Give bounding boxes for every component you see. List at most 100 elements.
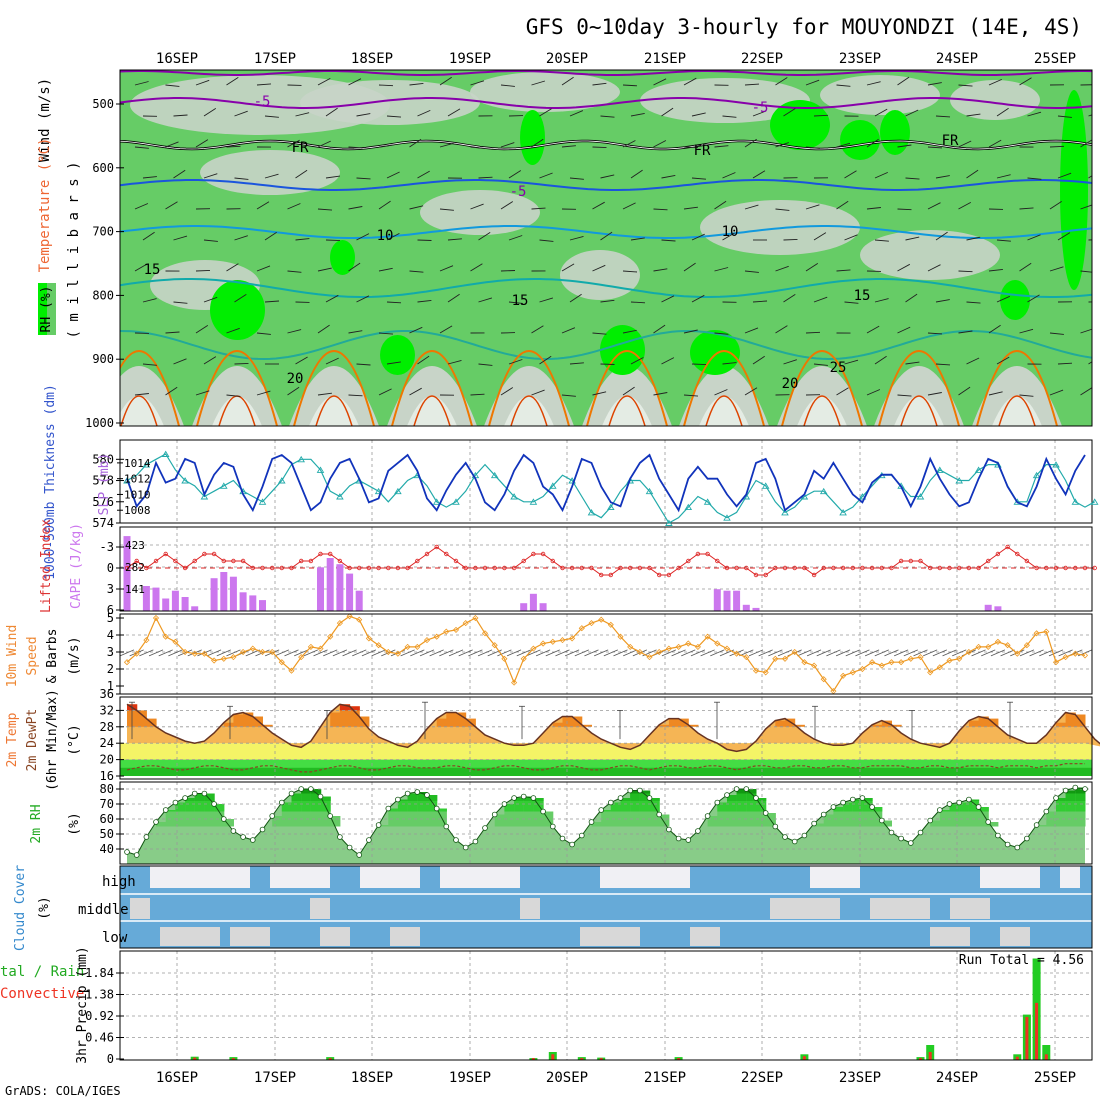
temp-hot-fill (223, 722, 234, 727)
li-marker (1082, 565, 1088, 571)
rh2m-level-fill (310, 789, 322, 801)
rh2m-level-fill (310, 789, 322, 794)
label-wind: Wind (m/s) (37, 78, 53, 162)
precip-conv-bar (599, 1058, 603, 1060)
li-marker (744, 565, 749, 571)
wind-barb-10m (284, 649, 299, 657)
wind-speed-marker (385, 648, 392, 656)
wind-barb (836, 200, 849, 210)
li-marker (221, 558, 226, 564)
wind-speed-marker (491, 642, 498, 649)
wind-barb (173, 358, 187, 365)
rh2m-level-fill (939, 810, 950, 812)
rh2m-frame (119, 781, 1093, 865)
rh2m-level-fill (610, 802, 621, 812)
label-slp: SLP (mb) (97, 453, 112, 516)
temp-hot-fill (136, 710, 147, 727)
li-marker (270, 565, 275, 571)
upper-clip-group: -5 -5 FR FR FR -5 10 10 15 15 15 20 20 25 (120, 70, 1092, 426)
wind-speed-marker (588, 620, 595, 627)
date-label-bottom: 22SEP (741, 1070, 783, 1086)
wind-barb (173, 235, 188, 241)
wind-barb (905, 177, 920, 180)
temp-hot-fill (1056, 722, 1067, 727)
wind-barb (752, 355, 765, 365)
wind-barb-10m (623, 649, 638, 657)
wind-barb (935, 363, 951, 366)
tick-label: 1008 (124, 504, 151, 517)
rh2m-marker (936, 807, 943, 813)
rh2m-marker (966, 796, 972, 803)
wind-barb (935, 175, 950, 179)
thickness-marker (858, 493, 867, 500)
wind-barb-10m (893, 649, 909, 657)
temp-hot-fill (349, 706, 360, 727)
wind-barb (226, 263, 239, 272)
wind-speed-marker (985, 643, 992, 650)
li-marker (144, 565, 149, 571)
wind-barb-10m (139, 649, 154, 657)
wind-barb-10m (632, 649, 648, 657)
wind-barb (622, 202, 636, 210)
rh2m-level-fill (281, 802, 292, 812)
tick-label: 32 (100, 703, 114, 717)
rh2m-level-fill (862, 798, 873, 812)
rh2m-marker (666, 826, 672, 833)
rh2m-marker (501, 801, 508, 807)
wind-barb (470, 263, 483, 272)
wind-barb (256, 332, 271, 335)
li-marker (279, 565, 284, 571)
wind-speed-marker (888, 659, 895, 666)
rh2m-marker (840, 799, 846, 806)
rh2m-level-fill (388, 808, 399, 827)
cloud-mid-grey (520, 898, 540, 919)
rh-dry-cone-core (602, 396, 652, 426)
wind-barb (356, 233, 370, 241)
rh2m-level-fill (823, 814, 834, 827)
wind-barb-10m (1000, 649, 1015, 657)
rh2m-marker (569, 841, 575, 848)
wind-barb-10m (526, 649, 541, 657)
wind-speed-marker (249, 645, 256, 652)
li-marker (424, 551, 430, 557)
li-marker (231, 558, 236, 564)
rh2m-level-fill (949, 804, 960, 812)
wind-barb (836, 387, 849, 396)
rh2m-marker (830, 804, 837, 810)
li-marker (637, 565, 643, 571)
wind-barb-10m (274, 649, 289, 657)
wind-speed-marker (704, 633, 711, 640)
label-t2m-2: 2m DewPt (25, 709, 40, 772)
wind-barb (500, 142, 515, 148)
li-marker (337, 558, 343, 564)
rh2m-marker (878, 817, 885, 824)
cape-bar (259, 600, 266, 611)
li-marker (415, 558, 420, 564)
wind-barb (1057, 115, 1072, 118)
wind-speed-marker (404, 643, 411, 650)
li-marker (1053, 565, 1059, 571)
label-wind10-3: & Barbs (45, 629, 60, 684)
rh-dry-patch (820, 75, 940, 115)
rh2m-level-fill (427, 795, 438, 812)
temp-band-green-dark (120, 767, 1092, 776)
contour-label: 20 (287, 371, 304, 387)
rh2m-level-fill (746, 789, 757, 801)
rh2m-level-fill (736, 789, 747, 801)
li-marker (192, 558, 197, 564)
precip-conv-bar (677, 1058, 681, 1060)
wind-barb (508, 359, 523, 365)
rh2m-level-fill (601, 810, 612, 812)
rh2m-marker (762, 810, 769, 816)
thickness-marker (684, 503, 693, 511)
wind-barb (958, 270, 973, 273)
tick-label: 600 (92, 161, 114, 175)
wind-barb-10m (294, 649, 309, 657)
wind-barb (622, 84, 638, 87)
thickness-marker (490, 471, 499, 479)
rh2m-marker (859, 795, 866, 801)
date-label-bottom: 18SEP (351, 1070, 393, 1086)
wind-barb-10m (1010, 649, 1025, 657)
cape-bar (713, 589, 721, 611)
cloud-low-grey (160, 927, 220, 946)
